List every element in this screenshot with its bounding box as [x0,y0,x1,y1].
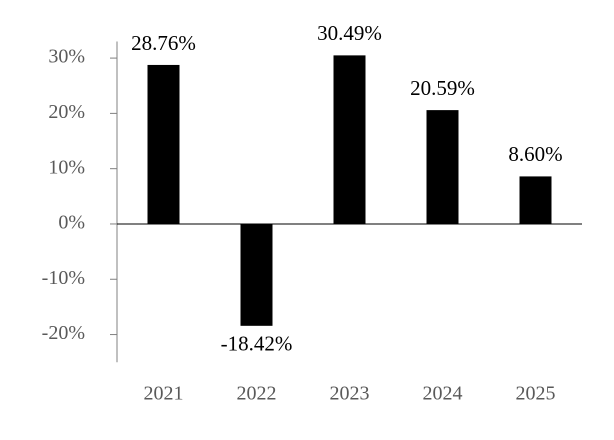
y-tick-label: 0% [58,212,85,234]
value-label: 8.60% [508,142,562,166]
y-tick-label: -10% [42,267,85,289]
x-tick-label: 2021 [144,383,184,405]
x-tick-label: 2025 [516,383,556,405]
bar [426,110,459,224]
y-tick-label: -20% [42,322,85,344]
y-tick-label: 20% [48,101,85,123]
y-tick-label: 30% [48,46,85,68]
y-tick-label: 10% [48,156,85,178]
bar [519,176,552,224]
bar [147,64,180,224]
x-tick-label: 2022 [237,383,277,405]
value-label: 28.76% [131,31,196,55]
x-tick-label: 2023 [330,383,370,405]
bar [240,223,273,326]
value-label: -18.42% [221,332,293,356]
value-label: 30.49% [317,21,382,45]
bar [333,55,366,224]
x-tick-label: 2024 [423,383,463,405]
value-label: 20.59% [410,76,475,100]
